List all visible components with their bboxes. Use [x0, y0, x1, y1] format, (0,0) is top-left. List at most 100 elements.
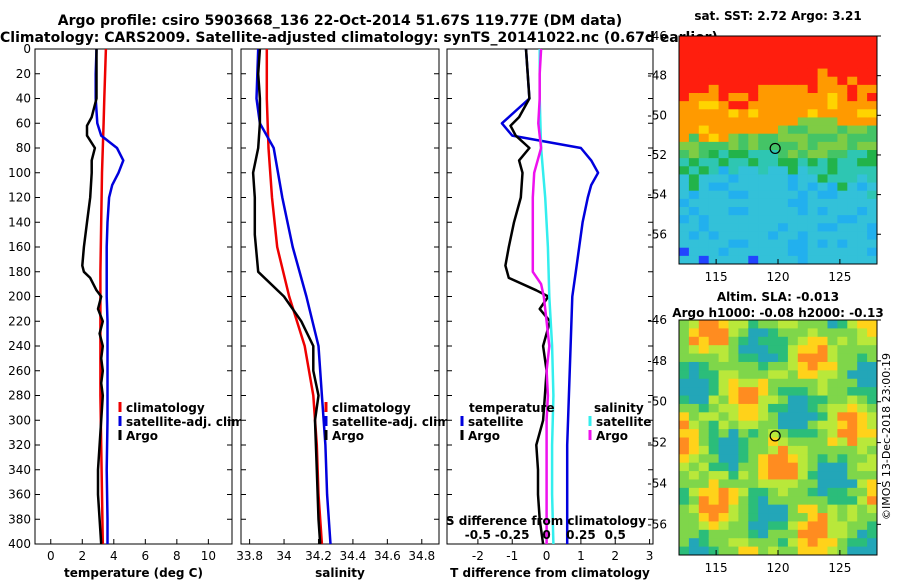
- map-cell: [837, 141, 848, 151]
- map-cell: [688, 529, 700, 539]
- map-cell: [698, 231, 710, 241]
- map-cell: [787, 215, 799, 224]
- y-tick-label: 400: [8, 537, 31, 551]
- map-cell: [797, 403, 809, 413]
- x-tick-label: 34.2: [305, 549, 332, 563]
- map-cell: [827, 158, 838, 167]
- map-cell: [778, 231, 789, 241]
- map-cell: [728, 328, 739, 338]
- map-cell: [857, 166, 868, 175]
- map-cell: [857, 125, 868, 135]
- y-tick-label: 60: [16, 116, 31, 130]
- map-cell: [688, 445, 700, 455]
- map-cell: [688, 93, 700, 102]
- map-cell: [718, 166, 729, 175]
- map-cell: [797, 141, 809, 151]
- map-cell: [847, 190, 858, 200]
- map-cell: [807, 361, 819, 371]
- map-cell: [718, 84, 729, 94]
- map-cell: [728, 158, 739, 167]
- map-cell: [718, 255, 729, 265]
- map-cell: [728, 479, 739, 489]
- map-cell: [857, 353, 868, 363]
- map-cell: [708, 158, 720, 167]
- map-cell: [768, 412, 779, 422]
- map-cell: [867, 223, 878, 232]
- map-cell: [688, 174, 700, 184]
- x-tick-label: 0: [543, 549, 551, 563]
- map-cell: [817, 361, 828, 371]
- map-cell: [847, 125, 858, 135]
- map-cell: [787, 207, 799, 216]
- x-tick-label: 0: [47, 549, 55, 563]
- map-cell: [787, 529, 799, 539]
- map-cell: [698, 44, 710, 53]
- map-y-tick-label: -54: [647, 188, 667, 202]
- map-cell: [718, 190, 729, 200]
- map-cell: [748, 361, 759, 371]
- map-cell: [817, 207, 828, 216]
- map-cell: [679, 101, 690, 110]
- map-cell: [758, 395, 769, 405]
- map-cell: [847, 44, 858, 53]
- map-cell: [688, 44, 700, 53]
- map-cell: [817, 68, 828, 78]
- map-cell: [857, 336, 868, 346]
- map-cell: [867, 345, 878, 355]
- map-cell: [708, 101, 720, 110]
- map-cell: [797, 76, 809, 86]
- map-cell: [787, 223, 799, 232]
- x-tick-label: 2: [611, 549, 619, 563]
- map-cell: [748, 84, 759, 94]
- map-cell: [738, 361, 749, 371]
- map-cell: [688, 117, 700, 127]
- map-cell: [718, 101, 729, 110]
- map-cell: [837, 328, 848, 338]
- map-cell: [827, 361, 838, 371]
- map-cell: [778, 52, 789, 61]
- map-cell: [738, 223, 749, 232]
- map-cell: [807, 496, 819, 506]
- map-cell: [787, 84, 799, 94]
- map-cell: [679, 328, 690, 338]
- map-cell: [787, 60, 799, 70]
- map-cell: [708, 52, 720, 61]
- map-cell: [768, 361, 779, 371]
- map-cell: [847, 109, 858, 118]
- map-cell: [837, 182, 848, 192]
- map-cell: [768, 471, 779, 480]
- map-cell: [698, 387, 710, 397]
- map-cell: [708, 521, 720, 531]
- map-cell: [698, 158, 710, 167]
- map-cell: [679, 36, 690, 45]
- map-cell: [797, 320, 809, 329]
- map-cell: [847, 76, 858, 86]
- map-cell: [758, 101, 769, 110]
- map-cell: [688, 223, 700, 232]
- map-cell: [698, 198, 710, 208]
- map-cell: [718, 546, 729, 556]
- map-cell: [758, 52, 769, 61]
- map-cell: [778, 93, 789, 102]
- map-cell: [847, 320, 858, 329]
- map-cell: [847, 207, 858, 216]
- map-cell: [679, 44, 690, 53]
- series-line-s-argo: [531, 48, 551, 544]
- map-cell: [679, 487, 690, 497]
- map-cell: [778, 182, 789, 192]
- map-cell: [688, 76, 700, 86]
- map-cell: [797, 247, 809, 257]
- map-cell: [837, 361, 848, 371]
- series-line-t-satellite: [500, 48, 600, 544]
- map-cell: [738, 504, 749, 514]
- map-cell: [718, 36, 729, 45]
- series-line-t-argo: [504, 48, 552, 545]
- map-cell: [688, 345, 700, 355]
- map-cell: [718, 496, 729, 506]
- map-cell: [738, 68, 749, 78]
- map-cell: [837, 117, 848, 127]
- map-cell: [778, 101, 789, 110]
- map-cell: [748, 239, 759, 249]
- map-cell: [688, 247, 700, 257]
- map-cell: [708, 437, 720, 447]
